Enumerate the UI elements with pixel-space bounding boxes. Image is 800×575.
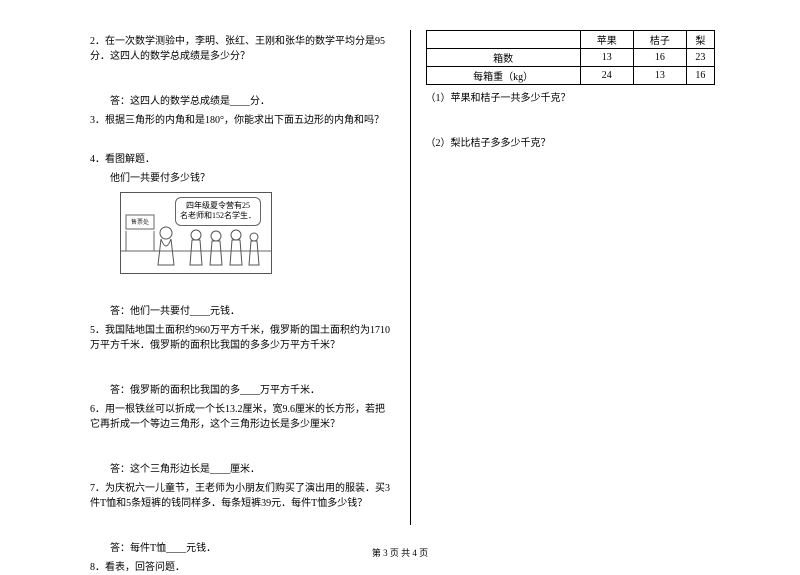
table-row: 每箱重（kg） 24 13 16 (426, 67, 714, 85)
question-8: 8．看表，回答问题． (90, 560, 395, 575)
page-footer: 第 3 页 共 4 页 (0, 546, 800, 559)
table-header-row: 苹果 桔子 梨 (426, 31, 714, 49)
right-column: 苹果 桔子 梨 箱数 13 16 23 每箱重（kg） 24 13 16 （1）… (411, 30, 741, 525)
page-container: 2．在一次数学测验中，李明、张红、王刚和张华的数学平均分是95分．这四人的数学总… (0, 0, 800, 545)
table-row: 箱数 13 16 23 (426, 49, 714, 67)
question-4: 4．看图解题． (90, 152, 395, 167)
question-3: 3．根据三角形的内角和是180°，你能求出下面五边形的内角和吗？ (90, 113, 395, 128)
table-cell: 13 (633, 67, 686, 85)
speech-bubble: 四年级夏令营有25 名老师和152名学生． (175, 197, 261, 226)
left-column: 2．在一次数学测验中，李明、张红、王刚和张华的数学平均分是95分．这四人的数学总… (80, 30, 411, 525)
bubble-line-1: 四年级夏令营有25 (186, 201, 250, 210)
answer-5: 答：俄罗斯的面积比我国的多____万平方千米． (90, 383, 395, 398)
table-cell: 24 (580, 67, 633, 85)
table-header-cell: 桔子 (633, 31, 686, 49)
figure-illustration: 四年级夏令营有25 名老师和152名学生． 售票处 (120, 192, 272, 274)
table-cell: 箱数 (426, 49, 580, 67)
question-5: 5．我国陆地国土面积约960万平方千米，俄罗斯的国土面积约为1710万平方千米．… (90, 323, 395, 353)
question-4-sub: 他们一共要付多少钱？ (90, 171, 395, 186)
question-2: 2．在一次数学测验中，李明、张红、王刚和张华的数学平均分是95分．这四人的数学总… (90, 34, 395, 64)
sub-question-1: （1）苹果和桔子一共多少千克？ (426, 91, 731, 106)
table-header-cell: 苹果 (580, 31, 633, 49)
table-header-cell: 梨 (686, 31, 714, 49)
sub-question-2: （2）梨比桔子多多少千克？ (426, 136, 731, 151)
bubble-line-2: 名老师和152名学生． (180, 211, 256, 220)
answer-6: 答：这个三角形边长是____厘米． (90, 462, 395, 477)
question-7: 7．为庆祝六一儿童节，王老师为小朋友们购买了演出用的服装．买3件T恤和5条短裤的… (90, 481, 395, 511)
question-6: 6．用一根铁丝可以折成一个长13.2厘米，宽9.6厘米的长方形，若把它再折成一个… (90, 402, 395, 432)
table-cell: 23 (686, 49, 714, 67)
answer-2: 答：这四人的数学总成绩是____分． (90, 94, 395, 109)
answer-4: 答：他们一共要付____元钱． (90, 304, 395, 319)
table-header-cell (426, 31, 580, 49)
table-cell: 16 (633, 49, 686, 67)
table-cell: 16 (686, 67, 714, 85)
sign-text: 售票处 (131, 218, 149, 226)
table-cell: 每箱重（kg） (426, 67, 580, 85)
fruit-table: 苹果 桔子 梨 箱数 13 16 23 每箱重（kg） 24 13 16 (426, 30, 715, 85)
table-cell: 13 (580, 49, 633, 67)
